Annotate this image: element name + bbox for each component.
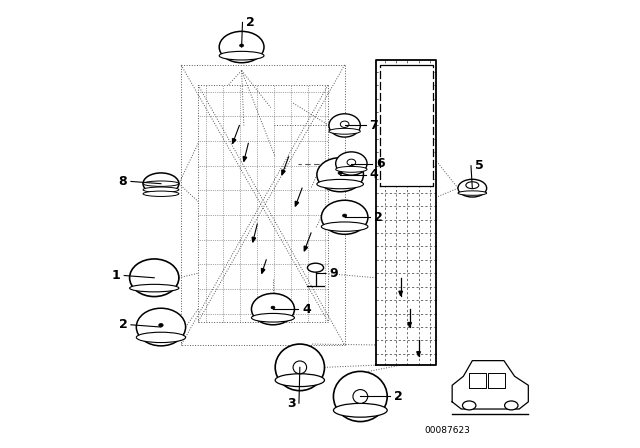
Ellipse shape bbox=[317, 179, 364, 189]
Text: 9: 9 bbox=[329, 267, 337, 280]
Text: 2: 2 bbox=[374, 211, 383, 224]
Ellipse shape bbox=[239, 44, 244, 47]
Ellipse shape bbox=[335, 167, 367, 172]
Ellipse shape bbox=[317, 158, 364, 192]
Ellipse shape bbox=[458, 191, 486, 195]
Ellipse shape bbox=[159, 323, 163, 327]
Polygon shape bbox=[304, 246, 308, 251]
Text: 8: 8 bbox=[119, 175, 127, 188]
Text: 00087623: 00087623 bbox=[425, 426, 470, 435]
Ellipse shape bbox=[143, 191, 179, 196]
Polygon shape bbox=[295, 201, 299, 206]
Ellipse shape bbox=[271, 306, 275, 309]
Ellipse shape bbox=[219, 31, 264, 63]
Ellipse shape bbox=[252, 314, 294, 322]
Ellipse shape bbox=[321, 222, 368, 231]
Ellipse shape bbox=[136, 332, 186, 343]
Ellipse shape bbox=[338, 172, 342, 175]
Ellipse shape bbox=[143, 181, 179, 186]
Ellipse shape bbox=[333, 403, 387, 417]
Text: 3: 3 bbox=[287, 396, 296, 410]
Ellipse shape bbox=[293, 361, 307, 374]
Ellipse shape bbox=[143, 173, 179, 194]
Ellipse shape bbox=[353, 390, 368, 403]
Text: 6: 6 bbox=[376, 157, 385, 170]
Ellipse shape bbox=[275, 374, 324, 387]
Text: 1: 1 bbox=[112, 269, 120, 282]
Polygon shape bbox=[380, 65, 433, 186]
Text: 4: 4 bbox=[369, 168, 378, 181]
Polygon shape bbox=[243, 156, 246, 161]
Ellipse shape bbox=[333, 371, 387, 422]
Text: 2: 2 bbox=[246, 16, 255, 29]
Ellipse shape bbox=[252, 293, 294, 325]
Ellipse shape bbox=[347, 159, 356, 166]
Ellipse shape bbox=[275, 344, 324, 391]
Ellipse shape bbox=[340, 121, 349, 128]
Ellipse shape bbox=[129, 259, 179, 297]
Ellipse shape bbox=[321, 200, 368, 234]
Polygon shape bbox=[399, 291, 403, 296]
Polygon shape bbox=[408, 323, 412, 327]
Ellipse shape bbox=[342, 214, 347, 217]
Ellipse shape bbox=[335, 152, 367, 175]
Text: 4: 4 bbox=[302, 302, 311, 316]
Ellipse shape bbox=[329, 114, 360, 137]
Polygon shape bbox=[252, 237, 255, 242]
Ellipse shape bbox=[129, 284, 179, 292]
Ellipse shape bbox=[136, 308, 186, 346]
Ellipse shape bbox=[219, 52, 264, 60]
Polygon shape bbox=[232, 138, 236, 143]
Polygon shape bbox=[417, 352, 420, 356]
Text: 5: 5 bbox=[474, 159, 483, 172]
Ellipse shape bbox=[463, 401, 476, 410]
Text: 7: 7 bbox=[369, 119, 378, 132]
Ellipse shape bbox=[504, 401, 518, 410]
Ellipse shape bbox=[466, 182, 479, 189]
Ellipse shape bbox=[307, 263, 324, 272]
Ellipse shape bbox=[143, 187, 179, 192]
Polygon shape bbox=[282, 170, 285, 175]
Text: 2: 2 bbox=[394, 390, 403, 403]
Polygon shape bbox=[262, 268, 265, 273]
Ellipse shape bbox=[458, 179, 486, 197]
Text: 2: 2 bbox=[118, 318, 127, 332]
Ellipse shape bbox=[329, 128, 360, 134]
